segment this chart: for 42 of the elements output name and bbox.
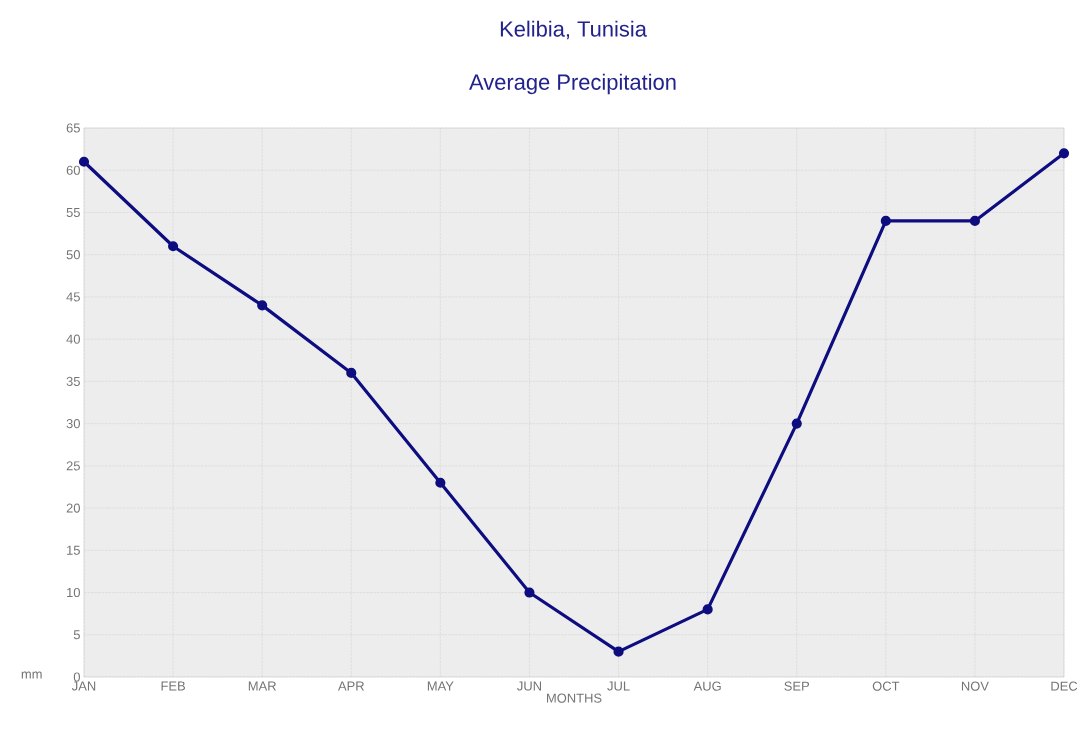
x-tick-label: SEP <box>784 681 810 691</box>
x-tick-label: JAN <box>71 681 96 691</box>
x-tick-label: JUN <box>517 681 541 691</box>
point <box>880 215 891 226</box>
y-tick-label: 45 <box>66 292 80 302</box>
x-tick-label: NOV <box>961 681 989 691</box>
y-tick-label: 55 <box>66 207 80 217</box>
x-axis-title: MONTHS <box>547 693 602 703</box>
chart-title: Kelibia, Tunisia <box>500 20 647 40</box>
point <box>346 367 357 379</box>
y-tick-label: 15 <box>67 545 80 555</box>
point <box>435 477 446 488</box>
y-tick-label: 50 <box>66 250 80 260</box>
y-tick-label: 60 <box>66 165 80 175</box>
x-tick-label: AUG <box>693 681 721 691</box>
y-tick-label: 0 <box>73 672 80 682</box>
point <box>613 646 624 657</box>
x-tick-label: APR <box>337 681 364 691</box>
x-tick-label: MAR <box>248 681 276 691</box>
point <box>791 418 802 429</box>
point <box>524 587 535 598</box>
y-tick-label: 35 <box>66 376 80 386</box>
y-tick-label: 5 <box>73 630 80 640</box>
point <box>969 215 981 226</box>
x-tick-label: FEB <box>161 681 185 691</box>
y-tick-label: 20 <box>66 503 80 513</box>
y-tick-label: 65 <box>66 123 80 133</box>
y-tick-label: 25 <box>66 461 80 471</box>
x-tick-label: JUL <box>607 681 630 691</box>
x-tick-label: DEC <box>1051 681 1078 691</box>
x-tick-label: OCT <box>872 681 900 691</box>
x-tick-label: MAY <box>427 681 454 691</box>
point <box>1058 148 1070 159</box>
y-tick-label: 10 <box>67 587 80 598</box>
point <box>78 156 90 167</box>
y-axis-title: mm <box>21 671 42 679</box>
point <box>702 604 713 615</box>
point <box>168 241 179 252</box>
point <box>257 300 268 311</box>
chart-subtitle: Average Precipitation <box>469 73 676 95</box>
y-tick-label: 30 <box>66 419 80 429</box>
y-tick-label: 40 <box>66 334 80 344</box>
